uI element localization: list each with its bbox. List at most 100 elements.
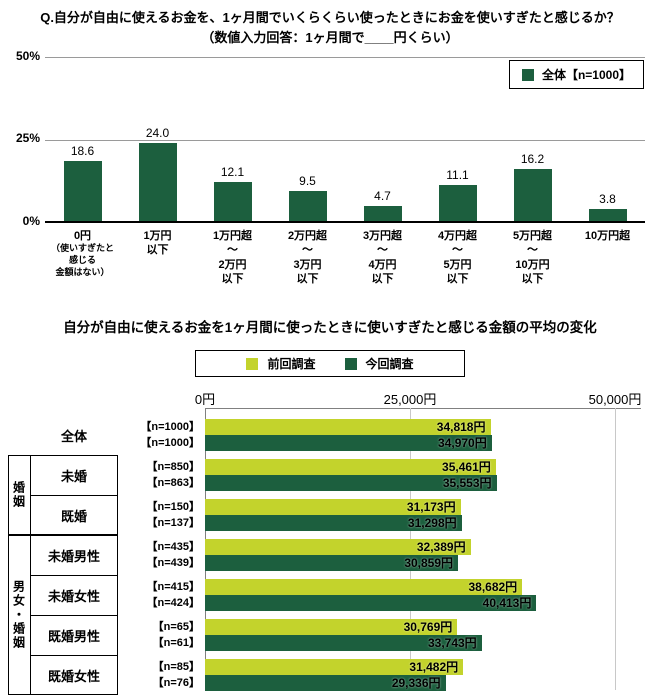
bar-value-label: 12.1: [220, 165, 245, 180]
chart1-x-axis-labels: 0円 （使いすぎたと 感じる 金額はない） 1万円 以下 1万円超～ 2万円 以下 2万円超～ 3万…: [45, 229, 645, 311]
bar: [513, 168, 552, 222]
n-label: 【n=435】: [146, 541, 201, 553]
x-category-label-line: （使いすぎたと: [50, 243, 114, 254]
row-category-label: 未婚男性: [47, 548, 100, 564]
chart2-legend-prev-label: 前回調査: [267, 357, 316, 371]
chart1-plot-area: 18.6 24.0 12.1 9.5 4.7 11.1 16.2 3.8: [45, 57, 645, 223]
n-label: 【n=76】: [152, 677, 200, 689]
bar-value-label: 35,461円: [442, 460, 491, 474]
x-category-label: 0円 （使いすぎたと 感じる 金額はない）: [45, 229, 120, 278]
row-category-label: 既婚女性: [47, 668, 100, 684]
x-category-label-line: 4万円: [368, 258, 397, 271]
bar-prev: [205, 419, 491, 435]
group-row-divider: [30, 495, 118, 496]
x-category-label: 1万円以下: [120, 229, 195, 258]
row-category-label: 既婚: [60, 508, 87, 524]
bar-value-label: 40,413円: [482, 596, 532, 610]
x-category-label-line: 以下: [371, 272, 394, 285]
x-category-label-line: 1万円超: [212, 230, 253, 242]
n-label: 【n=150】: [146, 501, 201, 513]
x-category-label: 4万円超 ～ 5万円 以下: [420, 229, 495, 286]
chart1-ytick-50: 50%: [15, 49, 40, 63]
chart1-ytick-25: 25%: [15, 131, 40, 145]
x-category-label: 5万円超 ～ 10万円 以下: [495, 229, 570, 286]
x-category-label-line: 3万円: [293, 258, 322, 271]
bar-prev: [205, 459, 496, 475]
x-category-label-line: 以下: [521, 272, 544, 285]
x-category-label-line: 0円: [73, 230, 92, 242]
group-row-divider: [30, 655, 118, 656]
x-category-label-line: 3万円超: [362, 230, 403, 242]
n-label: 【n=863】: [146, 477, 201, 489]
x-category-label-line: ～: [452, 244, 463, 257]
chart2-xtick-25000: 25,000円: [383, 392, 437, 407]
gridline-50pct: [45, 57, 645, 58]
x-category-label: 3万円超 ～ 4万円 以下: [345, 229, 420, 286]
bar: [213, 182, 252, 222]
bar-prev: [205, 619, 458, 635]
bar-value-label: 31,173円: [406, 500, 456, 514]
group-row-divider: [30, 575, 118, 576]
bar-value-label: 34,818円: [436, 420, 486, 434]
bar-curr: [205, 595, 537, 611]
bar-curr: [205, 635, 482, 651]
bar-curr: [205, 555, 459, 571]
bar-value-label: 31,482円: [409, 660, 459, 674]
n-label: 【n=424】: [146, 597, 201, 609]
bar-prev: [205, 659, 464, 675]
group-label: 婚姻: [11, 481, 26, 509]
n-label: 【n=65】: [152, 621, 200, 633]
x-category-label-line: ～: [527, 244, 538, 257]
row-category-label: 既婚男性: [47, 628, 100, 644]
bar: [363, 206, 402, 222]
bar-prev: [205, 499, 461, 515]
x-category-label-line: ～: [227, 244, 238, 257]
bar-value-label: 29,336円: [391, 676, 441, 690]
bar: [63, 160, 102, 222]
chart1-legend-label: 全体【n=1000】: [541, 68, 631, 82]
x-category-label-line: 2万円超: [287, 230, 328, 242]
bar-value-label: 38,682円: [468, 580, 518, 594]
x-category-label-line: 以下: [146, 244, 169, 257]
chart1-legend: 全体【n=1000】: [508, 60, 644, 89]
x-category-label-line: ～: [302, 244, 313, 257]
bar-value-label: 32,389円: [416, 540, 466, 554]
row-category-label: 未婚: [60, 468, 87, 484]
x-axis-line: [45, 221, 645, 223]
x-category-label-line: 4万円超: [437, 230, 478, 242]
chart2-xtick-50000: 50,000円: [588, 392, 642, 407]
bar-value-label: 3.8: [599, 192, 616, 207]
chart2-legend-prev-swatch-icon: [246, 357, 259, 370]
group-label: 男女・婚姻: [11, 580, 26, 650]
x-category-label-line: 以下: [296, 272, 319, 285]
x-category-label-line: 10万円: [515, 258, 550, 271]
x-category-label: 1万円超 ～ 2万円 以下: [195, 229, 270, 286]
bar-curr: [205, 515, 462, 531]
bar-prev: [205, 579, 523, 595]
x-category-label-line: 5万円: [443, 258, 472, 271]
chart2-xtick-0: 0円: [194, 392, 216, 407]
bar-curr: [205, 475, 497, 491]
n-label: 【n=850】: [146, 461, 201, 473]
chart1-ytick-0: 0%: [22, 214, 40, 228]
bar: [588, 209, 627, 222]
x-category-label-line: 5万円超: [512, 230, 553, 242]
bar-value-label: 35,553円: [442, 476, 492, 490]
chart1-legend-swatch-icon: [521, 68, 534, 81]
x-category-label: 2万円超 ～ 3万円 以下: [270, 229, 345, 286]
x-category-label-line: 以下: [221, 272, 244, 285]
x-category-label-line: 1万円: [143, 230, 172, 242]
chart1-title-line1: Q.自分が自由に使えるお金を、1ヶ月間でいくらくらい使ったときにお金を使いすぎた…: [40, 10, 620, 25]
bar-value-label: 33,743円: [427, 636, 477, 650]
n-label: 【n=1000】: [140, 437, 200, 449]
bar-value-label: 16.2: [520, 151, 545, 166]
n-label: 【n=415】: [146, 581, 201, 593]
n-label: 【n=439】: [146, 557, 201, 569]
x-category-label-line: ～: [377, 244, 388, 257]
n-label: 【n=1000】: [140, 421, 200, 433]
gridline-25pct: [45, 139, 645, 141]
n-label: 【n=137】: [146, 517, 201, 529]
chart2-legend-curr-label: 今回調査: [365, 357, 414, 371]
gridline: [615, 408, 616, 690]
x-category-label-line: 10万円超: [584, 230, 631, 242]
